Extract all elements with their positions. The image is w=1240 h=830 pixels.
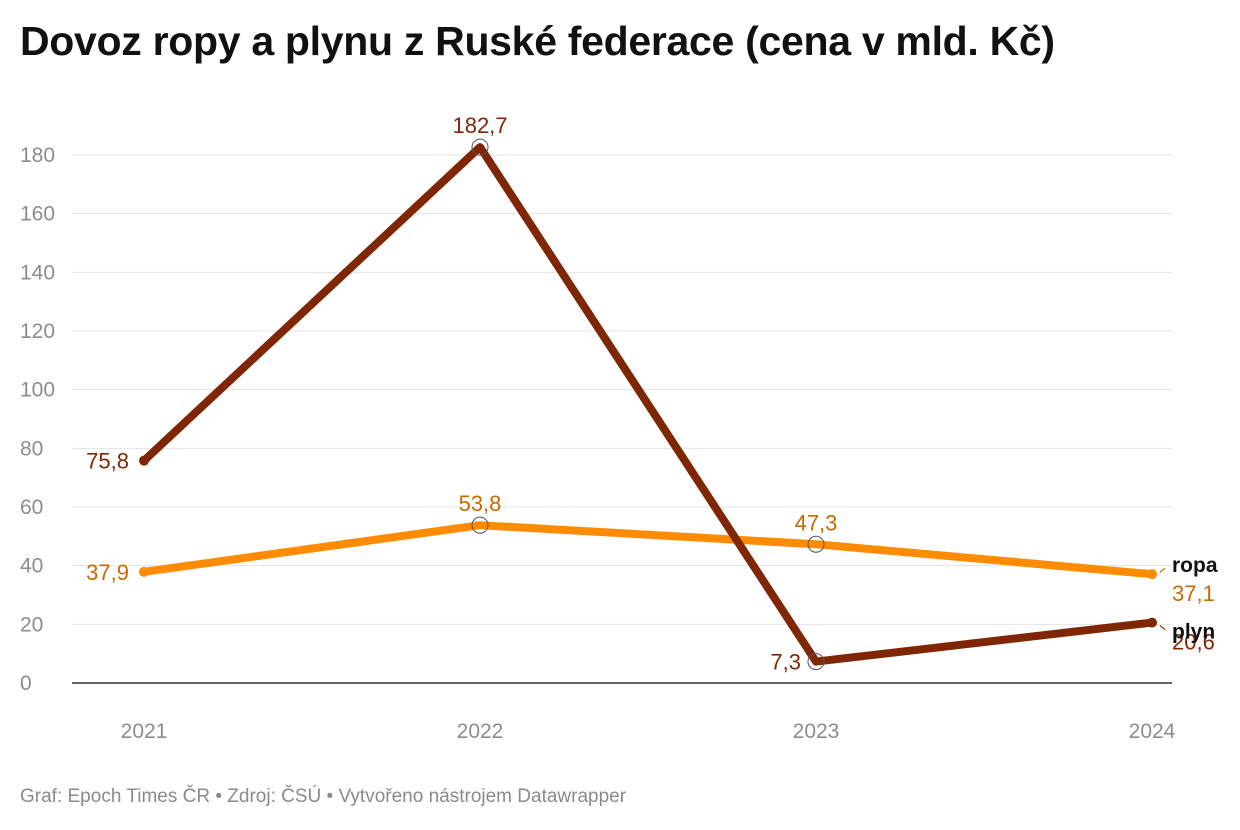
x-tick-label: 2023 <box>793 720 840 743</box>
gridlines <box>72 154 1172 684</box>
data-point <box>1147 617 1157 628</box>
data-point-marker <box>471 516 489 534</box>
series-line-plyn <box>140 143 1156 666</box>
data-label: 7,3 <box>770 650 801 675</box>
data-label: 75,8 <box>86 449 129 474</box>
x-axis: 2021 2022 2023 2024 <box>121 720 1176 743</box>
y-tick-label: 120 <box>20 320 55 343</box>
x-tick-label: 2022 <box>457 720 504 743</box>
series-name-ropa: ropa <box>1172 554 1218 577</box>
data-label: 37,9 <box>86 560 129 585</box>
data-point <box>139 455 149 466</box>
data-label: 20,6 <box>1172 630 1215 655</box>
data-label: 37,1 <box>1172 581 1215 606</box>
data-point-marker <box>471 138 489 156</box>
series-line-ropa <box>140 521 1156 579</box>
chart-title: Dovoz ropy a plynu z Ruské federace (cen… <box>20 18 1055 64</box>
data-point-marker <box>807 653 825 671</box>
data-point <box>1147 569 1157 580</box>
footer-credit: Graf: Epoch Times ČR <box>20 786 211 807</box>
y-tick-label: 80 <box>20 437 43 460</box>
footer-separator: • <box>321 786 339 807</box>
y-tick-label: 40 <box>20 555 43 578</box>
chart-footer: Graf: Epoch Times ČR • Zdroj: ČSÚ • Vytv… <box>20 786 626 808</box>
data-point <box>139 566 149 577</box>
y-tick-label: 0 <box>20 672 32 695</box>
data-label: 182,7 <box>452 113 507 138</box>
y-axis: 0 20 40 60 80 100 120 140 160 180 <box>20 144 55 695</box>
y-tick-label: 140 <box>20 261 55 284</box>
y-tick-label: 20 <box>20 613 43 636</box>
x-tick-label: 2024 <box>1129 720 1176 743</box>
data-point-marker <box>807 535 825 553</box>
footer-tool: Vytvořeno nástrojem Datawrapper <box>338 786 627 807</box>
x-tick-label: 2021 <box>121 720 168 743</box>
label-leader <box>1159 625 1166 631</box>
footer-separator: • <box>210 786 228 807</box>
footer-source: Zdroj: ČSÚ <box>227 786 322 807</box>
y-tick-label: 100 <box>20 379 55 402</box>
data-label: 47,3 <box>795 510 838 535</box>
series-name-plyn: plyn <box>1172 621 1215 644</box>
data-label: 53,8 <box>459 491 502 516</box>
label-leader <box>1159 567 1166 573</box>
y-tick-label: 160 <box>20 203 55 226</box>
y-tick-label: 180 <box>20 144 55 167</box>
y-tick-label: 60 <box>20 496 43 519</box>
series-lines <box>139 138 1157 671</box>
